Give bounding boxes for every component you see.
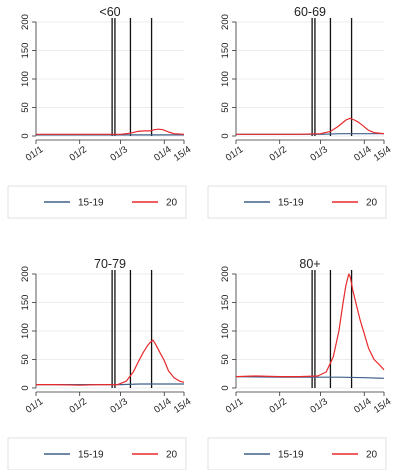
x-tick-label: 01/1 [224,144,245,164]
chart-title: 80+ [299,257,320,271]
y-tick-label: 0 [20,385,31,390]
y-tick-label: 100 [20,323,31,339]
series-line-20 [36,128,185,135]
series-line-20 [235,273,385,378]
series-line-20 [236,117,385,135]
x-tick-label: 01/2 [68,396,89,416]
y-tick-label: 100 [220,323,231,339]
legend-label-20: 20 [166,198,178,209]
y-tick-label: 200 [220,266,231,282]
y-tick-label: 150 [20,43,31,59]
y-tick-label: 50 [220,354,231,365]
x-tick-label: 01/2 [268,396,289,416]
y-tick-label: 150 [220,43,231,59]
legend-label-15-19: 15-19 [278,450,304,461]
x-tick-label: 01/4 [352,144,373,164]
x-tick-label: 01/3 [108,144,129,164]
chart-title: 60-69 [294,5,326,19]
y-tick-label: 200 [20,266,31,282]
x-tick-label: 01/4 [352,396,373,416]
x-tick-label: 01/3 [308,144,329,164]
y-tick-label: 50 [20,102,31,113]
chart-panel-1: <60 0 50 100 150 200 01/1 01/2 01/3 01/415/4 15-19… [7,5,193,219]
y-tick-label: 200 [220,14,231,30]
x-tick-label: 15/4 [172,144,193,164]
chart-panel-3: 70-79 0 50 100 150 200 01/1 01/2 01/3 01/415/4 15-… [7,257,193,470]
series-line-15-19 [235,376,385,379]
y-tick-label: 50 [220,102,231,113]
legend-label-20: 20 [366,198,378,209]
x-tick-label: 01/4 [152,396,173,416]
x-tick-label: 15/4 [372,144,393,164]
legend-label-15-19: 15-19 [278,198,304,209]
x-tick-label: 15/4 [172,396,193,416]
y-tick-label: 0 [220,385,231,390]
x-tick-label: 15/4 [372,396,393,416]
x-tick-label: 01/3 [108,396,129,416]
legend-label-20: 20 [166,450,178,461]
y-tick-label: 0 [20,133,31,138]
legend-label-15-19: 15-19 [78,198,104,209]
legend-label-15-19: 15-19 [78,450,104,461]
y-tick-label: 200 [20,14,31,30]
chart-title: <60 [99,5,120,19]
chart-panel-4: 80+ 0 50 100 150 200 01/1 01/2 01/3 01/415/4 15-19… [207,257,393,470]
x-tick-label: 01/1 [24,396,45,416]
y-tick-label: 150 [220,295,231,311]
y-tick-label: 50 [20,354,31,365]
x-tick-label: 01/2 [68,144,89,164]
x-tick-label: 01/1 [24,144,45,164]
chart-title: 70-79 [94,257,126,271]
x-tick-label: 01/2 [268,144,289,164]
chart-panel-2: 60-69 0 50 100 150 200 01/1 01/2 01/3 01/415/4 15-… [207,5,393,219]
x-tick-label: 01/4 [152,144,173,164]
legend-label-20: 20 [366,450,378,461]
x-tick-label: 01/1 [224,396,245,416]
series-line-20 [36,339,185,386]
y-tick-label: 100 [220,71,231,87]
y-tick-label: 0 [220,133,231,138]
y-tick-label: 100 [20,71,31,87]
y-tick-label: 150 [20,295,31,311]
x-tick-label: 01/3 [308,396,329,416]
